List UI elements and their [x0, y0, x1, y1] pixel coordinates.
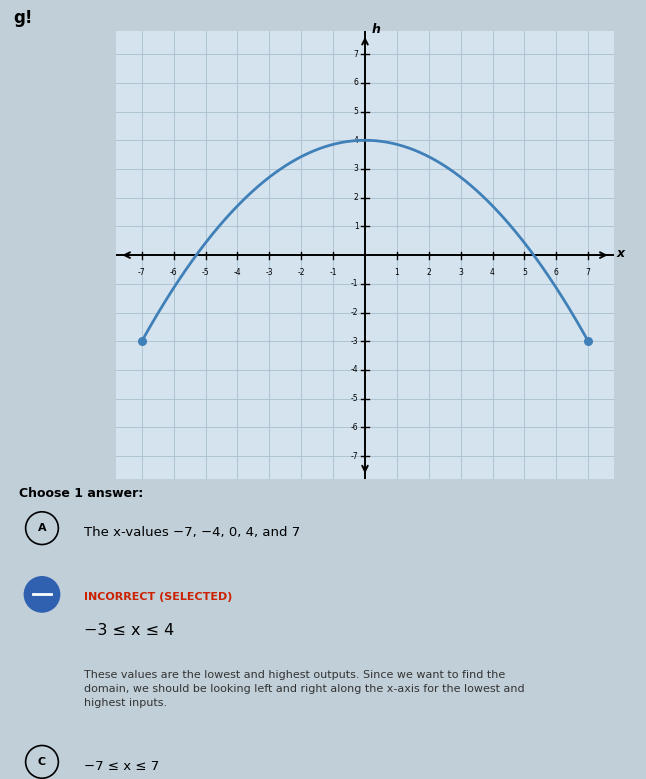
Text: -7: -7	[351, 452, 359, 460]
Text: h: h	[371, 23, 380, 37]
Text: 1: 1	[354, 222, 359, 231]
Text: -6: -6	[170, 268, 178, 277]
Circle shape	[25, 576, 59, 612]
Text: 3: 3	[354, 164, 359, 174]
Text: -2: -2	[297, 268, 305, 277]
Text: 7: 7	[354, 50, 359, 58]
Text: x: x	[617, 247, 625, 260]
Text: These values are the lowest and highest outputs. Since we want to find the
domai: These values are the lowest and highest …	[84, 670, 525, 708]
Text: 5: 5	[522, 268, 527, 277]
Text: -5: -5	[202, 268, 209, 277]
Text: 1: 1	[395, 268, 399, 277]
Text: 7: 7	[586, 268, 590, 277]
Text: INCORRECT (SELECTED): INCORRECT (SELECTED)	[84, 592, 233, 602]
Text: 2: 2	[426, 268, 431, 277]
Text: -4: -4	[351, 365, 359, 375]
Text: -1: -1	[329, 268, 337, 277]
Text: -4: -4	[234, 268, 241, 277]
Text: A: A	[37, 523, 47, 533]
Text: -7: -7	[138, 268, 145, 277]
Text: g!: g!	[13, 9, 32, 27]
Text: -3: -3	[266, 268, 273, 277]
Text: -1: -1	[351, 280, 359, 288]
Text: -3: -3	[351, 337, 359, 346]
Text: 4: 4	[490, 268, 495, 277]
Text: -6: -6	[351, 423, 359, 432]
Text: 3: 3	[458, 268, 463, 277]
Text: 2: 2	[354, 193, 359, 203]
Text: −3 ≤ x ≤ 4: −3 ≤ x ≤ 4	[84, 623, 174, 638]
Text: -5: -5	[351, 394, 359, 404]
Text: 5: 5	[354, 107, 359, 116]
Text: 4: 4	[354, 136, 359, 145]
Text: −7 ≤ x ≤ 7: −7 ≤ x ≤ 7	[84, 760, 159, 773]
Text: -2: -2	[351, 308, 359, 317]
Text: 6: 6	[354, 79, 359, 87]
Text: The x-values −7, −4, 0, 4, and 7: The x-values −7, −4, 0, 4, and 7	[84, 526, 300, 539]
Text: 6: 6	[554, 268, 559, 277]
Text: Choose 1 answer:: Choose 1 answer:	[19, 487, 143, 500]
Text: C: C	[38, 757, 46, 767]
